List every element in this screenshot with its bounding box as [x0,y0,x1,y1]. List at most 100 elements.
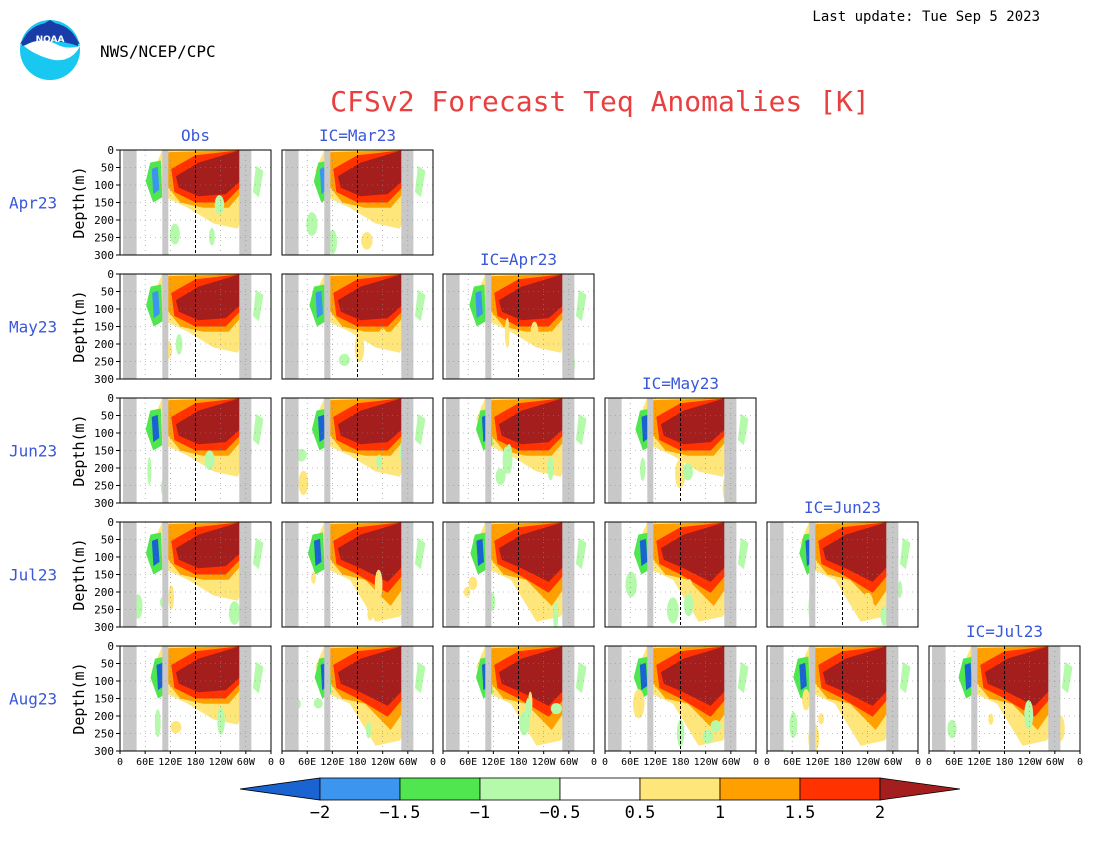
panel-jun23-obs: 0 50 100 150 200 250 300 Depth(m) Jun23 [9,392,272,510]
y-tick-label: 50 [101,534,114,547]
panel-frame [766,521,919,628]
warm-band-2 [337,150,405,197]
y-tick-label: 0 [107,640,114,653]
panel-aug23-ic-jun23: 0 60E 120E 180 120W 60W 0 [764,645,921,768]
x-tick-label: 60W [884,757,903,768]
panel-aug23-ic-mar23: 0 60E 120E 180 120W 60W 0 [279,645,436,768]
x-tick-label: 120W [209,757,234,768]
noise-patch [683,593,694,617]
panel-title: IC=Mar23 [319,126,396,145]
x-tick-label: 0 [117,757,123,768]
warm-band-2 [337,398,405,445]
cool-band-east [414,661,426,694]
panel-may23-ic-mar23 [281,273,434,380]
noise-patch [880,606,888,626]
x-tick-label: 120E [967,757,991,768]
chart-title: CFSv2 Forecast Teq Anomalies [K] [330,85,869,118]
land-mask-0 [285,646,299,751]
land-mask-0 [932,646,946,751]
last-update-label: Last update: Tue Sep 5 2023 [812,9,1040,25]
warm-band-2 [337,646,405,706]
panel-title: IC=May23 [642,374,719,393]
panel-aug23-obs: 0 50 100 150 200 250 300 Depth(m) Aug23 0 60E 120E 1… [9,640,274,768]
noise-patch [530,321,539,344]
land-mask-0 [446,646,460,751]
x-tick-label: 0 [764,757,770,768]
colorbar-segment [399,777,481,801]
noise-patch [147,456,152,486]
cool-band-east [252,289,264,322]
colorbar-label: 1.5 [785,803,816,823]
x-tick-label: 120E [805,757,829,768]
panel-jun23-ic-apr23 [442,397,595,504]
cool-band-neg2 [475,290,483,319]
logo-text: NOAA [36,35,65,45]
noaa-logo: NOAA [20,20,80,80]
land-mask-0 [608,646,622,751]
colorbar-segment [559,777,641,801]
cool-band-neg2 [476,538,484,567]
x-tick-label: 120E [481,757,505,768]
cool-band-east [414,289,426,322]
y-tick-label: 250 [94,604,114,617]
land-mask-0 [608,522,622,627]
noise-patch [818,713,825,725]
noise-patch [1024,700,1034,730]
noise-patch [374,569,383,600]
noise-patch [495,468,506,485]
row-label: Jul23 [9,566,57,585]
land-mask-0 [285,522,299,627]
cool-band-neg2 [151,166,160,195]
y-tick-label: 0 [107,144,114,157]
cool-band-neg2 [315,290,323,319]
land-mask-0 [123,522,137,627]
noise-patch [897,581,903,598]
panel-may23-obs: 0 50 100 150 200 250 300 Depth(m) May23 [9,268,272,386]
colorbar-label: 0.5 [625,803,656,823]
colorbar-segment [479,777,561,801]
cool-band-neg2 [318,414,326,443]
cool-band-neg2 [314,538,322,567]
warm-band-2 [498,522,566,582]
panel-aug23-ic-jul23: IC=Jul23 0 60E 120E 180 120W 60W 0 [926,622,1083,768]
cool-band-east [737,661,749,694]
y-tick-label: 300 [94,745,114,758]
x-tick-label: 120W [532,757,557,768]
colorbar: −2 −1.5 −1 −0.5 0.5 1 1.5 2 [239,777,961,823]
cool-band-east [575,537,587,570]
panel-apr23-ic-mar23: IC=Mar23 [281,126,434,256]
warm-band-2 [175,646,243,693]
noise-patch [367,607,373,621]
cool-band-east [737,537,749,570]
cool-band-neg2 [151,538,160,567]
land-mask-0 [285,274,299,379]
colorbar-label: −1 [470,803,490,823]
panel-jun23-ic-may23: IC=May23 [604,374,757,504]
y-tick-label: 250 [94,480,114,493]
y-axis-label: Depth(m) [70,290,88,362]
row-label: Apr23 [9,194,57,213]
cool-band-east [414,165,426,198]
noise-patch [228,601,241,625]
warm-band-2 [822,522,890,582]
x-tick-label: 0 [926,757,932,768]
y-tick-label: 100 [94,179,114,192]
warm-band-2 [337,274,405,321]
warm-band-2 [984,646,1052,706]
noise-patch [217,707,225,735]
panel-frame [604,397,757,504]
x-tick-label: 60E [945,757,963,768]
noise-patch [154,709,161,738]
panel-aug23-ic-may23: 0 60E 120E 180 120W 60W 0 [602,645,759,768]
noise-patch [802,689,810,711]
noise-patch [306,212,318,236]
land-mask-0 [770,646,784,751]
colorbar-label: −1.5 [380,803,421,823]
y-tick-label: 0 [107,392,114,405]
noise-patch [710,720,721,733]
colorbar-label: 1 [715,803,725,823]
colorbar-segment [879,777,961,801]
y-tick-label: 150 [94,569,114,582]
noise-patch [505,443,513,474]
